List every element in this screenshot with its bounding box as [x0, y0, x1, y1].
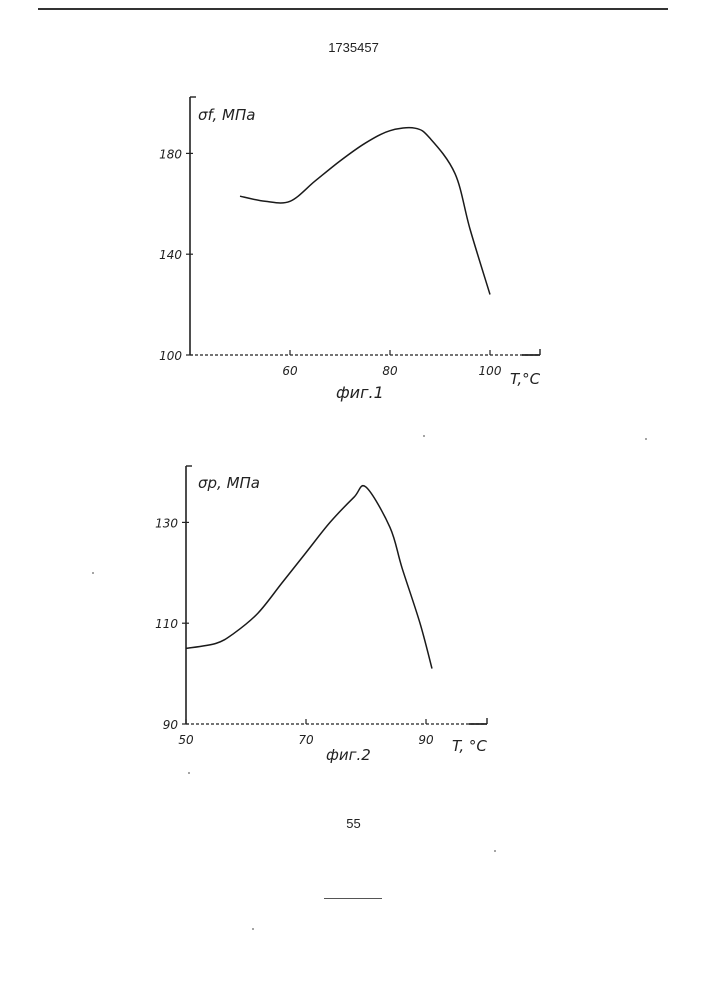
- x-tick-label: 90: [418, 733, 434, 747]
- figure-caption: фиг.2: [326, 746, 371, 764]
- x-tick-label: 70: [298, 733, 314, 747]
- x-axis-label: T, °C: [452, 737, 487, 755]
- scan-speck: [188, 772, 190, 774]
- y-tick-label: 110: [155, 617, 178, 631]
- bottom-rule: [324, 898, 382, 899]
- scan-speck: [423, 435, 425, 437]
- x-tick-label: 50: [178, 733, 194, 747]
- page-number: 55: [0, 816, 707, 831]
- y-tick-label: 130: [155, 516, 178, 530]
- scan-speck: [92, 572, 94, 574]
- series-line: [186, 486, 432, 669]
- y-tick-label: 90: [163, 718, 179, 732]
- scan-speck: [645, 438, 647, 440]
- scan-speck: [494, 850, 496, 852]
- scan-speck: [252, 928, 254, 930]
- y-axis-label: σp, МПа: [198, 474, 260, 492]
